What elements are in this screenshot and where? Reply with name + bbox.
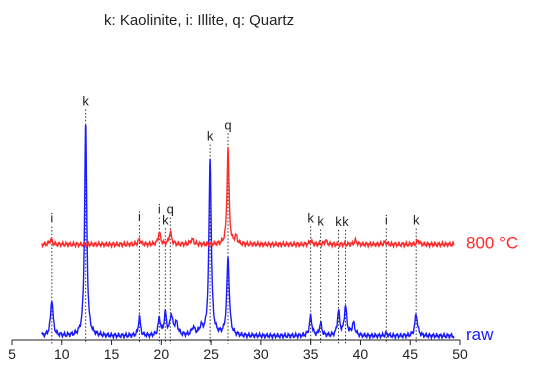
x-tick-label-3: 20 [154, 346, 170, 362]
x-tick-label-8: 45 [402, 346, 418, 362]
annotation-label-6: k [207, 128, 214, 143]
annotation-label-3: i [158, 202, 161, 217]
x-tick-label-2: 15 [104, 346, 120, 362]
chart-title: k: Kaolinite, i: Illite, q: Quartz [104, 12, 295, 29]
annotation-label-7: q [224, 117, 231, 132]
annotation-label-13: k [413, 213, 420, 228]
x-tick-label-4: 25 [203, 346, 219, 362]
series-line-0 [41, 124, 455, 341]
annotation-label-10: k [335, 214, 342, 229]
annotation-label-9: k [317, 214, 324, 229]
x-tick-label-9: 50 [452, 346, 468, 362]
x-tick-label-5: 30 [253, 346, 269, 362]
series-line-1 [41, 147, 455, 250]
series-label-0: raw [466, 325, 494, 344]
annotation-label-0: i [50, 211, 53, 226]
annotation-label-2: i [138, 209, 141, 224]
x-tick-label-6: 35 [303, 346, 319, 362]
x-tick-label-7: 40 [353, 346, 369, 362]
annotation-label-8: k [307, 210, 314, 225]
annotation-label-1: k [82, 93, 89, 108]
annotation-label-5: q [167, 202, 174, 217]
annotation-label-12: i [385, 212, 388, 227]
x-tick-label-1: 10 [54, 346, 70, 362]
x-tick-label-0: 5 [8, 346, 16, 362]
annotation-label-11: k [342, 214, 349, 229]
annotation-label-4: k [162, 212, 169, 227]
series-label-1: 800 °C [466, 233, 518, 252]
